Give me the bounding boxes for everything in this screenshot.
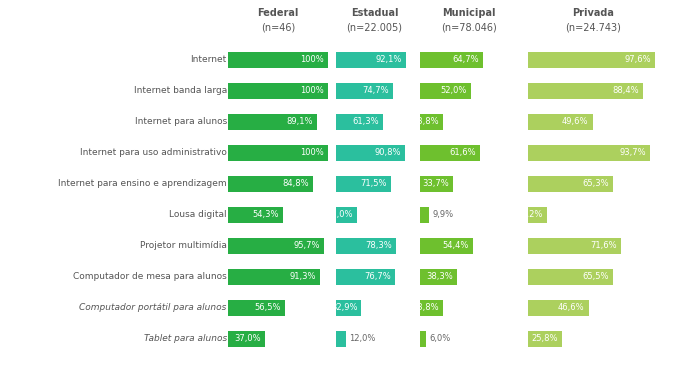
Bar	[336, 238, 396, 254]
Text: 90,8%: 90,8%	[375, 148, 401, 157]
Text: 37,0%: 37,0%	[234, 334, 261, 343]
Bar	[528, 176, 613, 192]
Text: Privada: Privada	[572, 8, 614, 18]
Text: 49,6%: 49,6%	[562, 117, 588, 126]
Text: 6,0%: 6,0%	[429, 334, 450, 343]
Text: Internet para alunos: Internet para alunos	[135, 117, 227, 126]
Bar	[228, 207, 282, 223]
Bar	[420, 238, 473, 254]
Text: 95,7%: 95,7%	[293, 241, 320, 250]
Text: Internet para ensino e aprendizagem: Internet para ensino e aprendizagem	[58, 179, 227, 188]
Text: 71,6%: 71,6%	[590, 241, 617, 250]
Text: 91,3%: 91,3%	[289, 272, 315, 281]
Bar	[336, 52, 406, 68]
Bar	[228, 176, 313, 192]
Text: 92,1%: 92,1%	[376, 55, 402, 64]
Text: 89,1%: 89,1%	[287, 117, 313, 126]
Text: 100%: 100%	[301, 86, 324, 95]
Text: 78,3%: 78,3%	[365, 241, 392, 250]
Text: 61,3%: 61,3%	[352, 117, 379, 126]
Text: 84,8%: 84,8%	[282, 179, 309, 188]
Text: 97,6%: 97,6%	[624, 55, 651, 64]
Text: Computador portátil para alunos: Computador portátil para alunos	[79, 303, 227, 312]
Bar	[336, 145, 406, 161]
Bar	[528, 83, 643, 99]
Bar	[528, 114, 592, 130]
Text: Municipal: Municipal	[442, 8, 496, 18]
Text: 88,4%: 88,4%	[612, 86, 639, 95]
Bar	[228, 238, 324, 254]
Text: 52,0%: 52,0%	[440, 86, 466, 95]
Bar	[336, 176, 391, 192]
Text: Internet: Internet	[190, 55, 227, 64]
Text: 100%: 100%	[301, 55, 324, 64]
Bar	[336, 331, 345, 347]
Bar	[420, 176, 453, 192]
Text: 65,5%: 65,5%	[583, 272, 609, 281]
Bar	[420, 331, 426, 347]
Bar	[336, 207, 357, 223]
Bar	[420, 145, 480, 161]
Bar	[420, 300, 443, 316]
Text: 56,5%: 56,5%	[254, 303, 281, 312]
Text: (n=46): (n=46)	[261, 23, 295, 33]
Bar	[336, 300, 362, 316]
Bar	[528, 300, 588, 316]
Bar	[528, 331, 562, 347]
Text: 23,8%: 23,8%	[412, 117, 439, 126]
Text: (n=22.005): (n=22.005)	[347, 23, 402, 33]
Text: 65,3%: 65,3%	[582, 179, 609, 188]
Text: 64,7%: 64,7%	[452, 55, 479, 64]
Bar	[228, 52, 328, 68]
Bar	[336, 269, 395, 285]
Bar	[228, 114, 318, 130]
Text: 54,4%: 54,4%	[443, 241, 469, 250]
Text: Estadual: Estadual	[351, 8, 398, 18]
Text: Internet banda larga: Internet banda larga	[133, 86, 227, 95]
Text: 33,7%: 33,7%	[422, 179, 449, 188]
Text: 27,0%: 27,0%	[326, 210, 353, 219]
Bar	[228, 145, 328, 161]
Text: 76,7%: 76,7%	[364, 272, 391, 281]
Text: Lousa digital: Lousa digital	[169, 210, 227, 219]
Text: 14,2%: 14,2%	[516, 210, 542, 219]
Text: 38,3%: 38,3%	[427, 272, 454, 281]
Text: 25,8%: 25,8%	[531, 334, 558, 343]
Bar	[420, 269, 458, 285]
Text: 93,7%: 93,7%	[619, 148, 646, 157]
Text: 32,9%: 32,9%	[331, 303, 357, 312]
Bar	[420, 207, 429, 223]
Bar	[228, 83, 328, 99]
Bar	[420, 52, 483, 68]
Text: 54,3%: 54,3%	[252, 210, 278, 219]
Bar	[528, 207, 546, 223]
Text: 46,6%: 46,6%	[558, 303, 584, 312]
Bar	[528, 269, 613, 285]
Text: 61,6%: 61,6%	[450, 148, 476, 157]
Text: 23,8%: 23,8%	[412, 303, 439, 312]
Bar	[420, 114, 443, 130]
Text: 9,9%: 9,9%	[433, 210, 454, 219]
Bar	[528, 145, 650, 161]
Bar	[528, 52, 655, 68]
Text: Federal: Federal	[257, 8, 299, 18]
Text: Computador de mesa para alunos: Computador de mesa para alunos	[73, 272, 227, 281]
Bar	[228, 331, 265, 347]
Bar	[336, 114, 383, 130]
Text: 100%: 100%	[301, 148, 324, 157]
Bar	[528, 238, 621, 254]
Bar	[420, 83, 471, 99]
Text: Tablet para alunos: Tablet para alunos	[144, 334, 227, 343]
Text: 71,5%: 71,5%	[360, 179, 387, 188]
Text: 74,7%: 74,7%	[362, 86, 389, 95]
Bar	[228, 269, 320, 285]
Text: Projetor multimídia: Projetor multimídia	[140, 241, 227, 250]
Text: 12,0%: 12,0%	[349, 334, 375, 343]
Bar	[228, 300, 285, 316]
Text: Internet para uso administrativo: Internet para uso administrativo	[80, 148, 227, 157]
Text: (n=78.046): (n=78.046)	[441, 23, 497, 33]
Bar	[336, 83, 393, 99]
Text: (n=24.743): (n=24.743)	[565, 23, 621, 33]
